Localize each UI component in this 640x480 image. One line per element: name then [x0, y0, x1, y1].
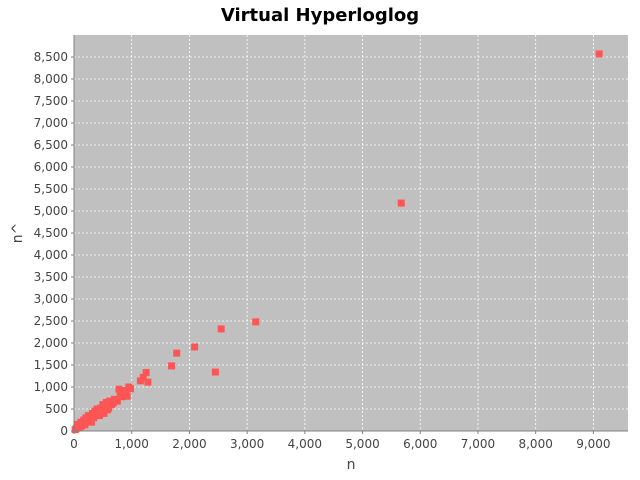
y-axis-label: n^ [10, 223, 26, 244]
y-tick-label: 8,500 [34, 50, 68, 64]
data-point [142, 368, 150, 376]
x-tick-label: 1,000 [115, 437, 149, 451]
y-axis-ticks: 0 500 1,000 1,500 2,000 2,500 3,000 3,500 4,000 4… [34, 50, 74, 438]
data-point [123, 392, 131, 400]
x-tick-label: 4,000 [288, 437, 322, 451]
data-point [168, 362, 176, 370]
data-point [100, 409, 108, 417]
data-point [595, 50, 603, 58]
y-tick-label: 5,500 [34, 182, 68, 196]
x-tick-label: 0 [70, 437, 78, 451]
data-point [115, 385, 123, 393]
data-point [105, 404, 113, 412]
y-tick-label: 4,500 [34, 226, 68, 240]
data-point [127, 385, 135, 393]
data-point [144, 378, 152, 386]
data-point [90, 414, 98, 422]
data-point [122, 387, 130, 395]
data-points [71, 50, 603, 434]
y-tick-label: 500 [45, 402, 68, 416]
y-tick-label: 1,500 [34, 358, 68, 372]
y-tick-label: 0 [60, 424, 68, 438]
chart-title: Virtual Hyperloglog [221, 5, 419, 26]
data-point [217, 325, 225, 333]
y-tick-label: 4,000 [34, 248, 68, 262]
data-point [109, 399, 117, 407]
y-tick-label: 3,000 [34, 292, 68, 306]
data-point [87, 418, 95, 426]
y-tick-label: 8,000 [34, 72, 68, 86]
y-tick-label: 7,000 [34, 116, 68, 130]
x-tick-label: 2,000 [172, 437, 206, 451]
y-tick-label: 2,000 [34, 336, 68, 350]
x-tick-label: 6,000 [403, 437, 437, 451]
y-tick-label: 6,500 [34, 138, 68, 152]
data-point [397, 199, 405, 207]
y-tick-label: 1,000 [34, 380, 68, 394]
x-axis-label: n [347, 457, 356, 473]
data-point [191, 343, 199, 351]
y-tick-label: 3,500 [34, 270, 68, 284]
x-tick-label: 7,000 [461, 437, 495, 451]
y-tick-label: 2,500 [34, 314, 68, 328]
data-point [136, 377, 144, 385]
x-tick-label: 8,000 [518, 437, 552, 451]
data-point [211, 368, 219, 376]
x-tick-label: 3,000 [230, 437, 264, 451]
x-axis-ticks: 0 1,000 2,000 3,000 4,000 5,000 6,000 7,000 8,00… [70, 431, 611, 451]
x-tick-label: 5,000 [345, 437, 379, 451]
y-tick-label: 5,000 [34, 204, 68, 218]
data-point [95, 412, 103, 420]
y-tick-label: 6,000 [34, 160, 68, 174]
data-point [173, 349, 181, 357]
grid-lines [74, 35, 628, 431]
data-point [139, 373, 147, 381]
y-tick-label: 7,500 [34, 94, 68, 108]
data-point [252, 318, 260, 326]
data-point [113, 397, 121, 405]
x-tick-label: 9,000 [576, 437, 610, 451]
